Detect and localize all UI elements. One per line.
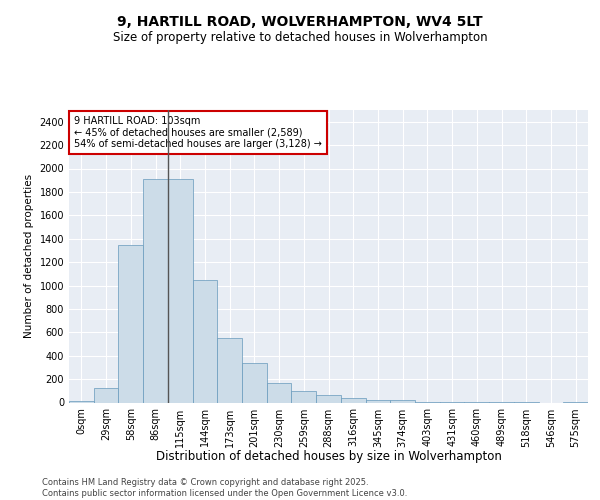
Bar [118, 244, 143, 402]
Bar [168, 179, 193, 402]
Bar [143, 179, 168, 402]
Y-axis label: Number of detached properties: Number of detached properties [24, 174, 34, 338]
Bar [217, 338, 242, 402]
Text: Contains HM Land Registry data © Crown copyright and database right 2025.
Contai: Contains HM Land Registry data © Crown c… [42, 478, 407, 498]
Text: 9 HARTILL ROAD: 103sqm
← 45% of detached houses are smaller (2,589)
54% of semi-: 9 HARTILL ROAD: 103sqm ← 45% of detached… [74, 116, 322, 149]
Text: Size of property relative to detached houses in Wolverhampton: Size of property relative to detached ho… [113, 30, 487, 44]
Bar [365, 400, 390, 402]
Bar [341, 398, 365, 402]
Bar [316, 396, 341, 402]
Bar [292, 391, 316, 402]
Bar [94, 388, 118, 402]
X-axis label: Distribution of detached houses by size in Wolverhampton: Distribution of detached houses by size … [155, 450, 502, 462]
Bar [242, 364, 267, 403]
Bar [193, 280, 217, 402]
Bar [390, 400, 415, 402]
Bar [267, 383, 292, 402]
Text: 9, HARTILL ROAD, WOLVERHAMPTON, WV4 5LT: 9, HARTILL ROAD, WOLVERHAMPTON, WV4 5LT [117, 16, 483, 30]
